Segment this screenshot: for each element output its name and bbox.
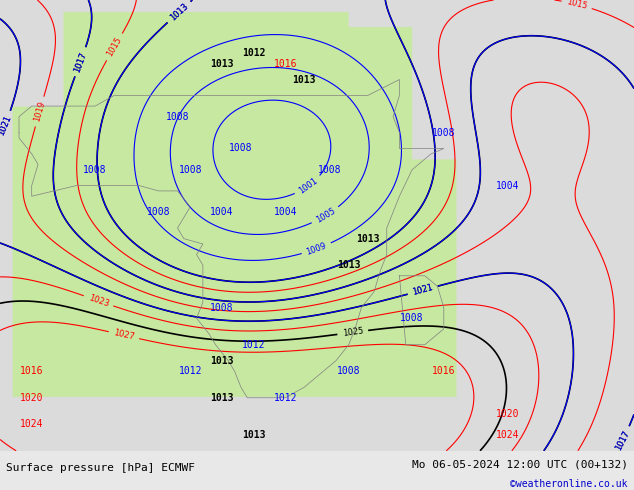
Text: 1012: 1012	[273, 393, 297, 403]
Text: 1013: 1013	[210, 393, 234, 403]
Text: 1024: 1024	[20, 419, 44, 429]
Text: 1021: 1021	[411, 283, 434, 297]
Text: 1017: 1017	[72, 50, 88, 74]
Text: 1016: 1016	[273, 59, 297, 69]
Text: 1021: 1021	[0, 114, 13, 137]
Text: 1016: 1016	[20, 366, 44, 376]
Text: 1008: 1008	[83, 165, 107, 175]
Text: 1012: 1012	[178, 366, 202, 376]
Text: 1024: 1024	[495, 430, 519, 440]
Text: 1008: 1008	[165, 112, 190, 122]
Text: 1009: 1009	[305, 241, 328, 257]
Text: 1015: 1015	[566, 0, 588, 11]
Text: 1021: 1021	[411, 283, 434, 297]
Text: ©weatheronline.co.uk: ©weatheronline.co.uk	[510, 479, 628, 489]
Text: 1021: 1021	[0, 114, 13, 137]
Text: 1008: 1008	[146, 207, 171, 217]
Text: 1013: 1013	[210, 59, 234, 69]
Text: 1008: 1008	[432, 127, 456, 138]
Text: 1013: 1013	[210, 356, 234, 366]
Text: 1017: 1017	[614, 429, 631, 452]
Text: 1013: 1013	[356, 234, 380, 244]
Text: 1017: 1017	[72, 50, 88, 74]
Text: 1013: 1013	[337, 260, 361, 270]
Text: 1016: 1016	[432, 366, 456, 376]
Text: 1004: 1004	[495, 181, 519, 191]
Text: 1020: 1020	[20, 393, 44, 403]
Text: 1025: 1025	[342, 326, 364, 338]
Text: 1013: 1013	[168, 1, 190, 23]
Text: 1008: 1008	[229, 144, 253, 153]
Text: 1020: 1020	[495, 409, 519, 418]
Text: Mo 06-05-2024 12:00 UTC (00+132): Mo 06-05-2024 12:00 UTC (00+132)	[411, 460, 628, 469]
Text: 1012: 1012	[242, 48, 266, 58]
Text: 1008: 1008	[318, 165, 342, 175]
Text: 1027: 1027	[113, 328, 135, 342]
Text: 1008: 1008	[337, 366, 361, 376]
Text: 1017: 1017	[614, 429, 631, 452]
Text: 1008: 1008	[178, 165, 202, 175]
Text: Surface pressure [hPa] ECMWF: Surface pressure [hPa] ECMWF	[6, 464, 195, 473]
Text: 1015: 1015	[105, 36, 124, 58]
Text: 1013: 1013	[168, 1, 190, 23]
Text: 1023: 1023	[87, 293, 110, 309]
Text: 1004: 1004	[210, 207, 234, 217]
Text: 1001: 1001	[297, 176, 320, 196]
Text: 1013: 1013	[292, 74, 316, 85]
Text: 1012: 1012	[242, 340, 266, 350]
Text: 1004: 1004	[273, 207, 297, 217]
Text: 1013: 1013	[242, 430, 266, 440]
Text: 1005: 1005	[314, 206, 337, 225]
Text: 1008: 1008	[210, 303, 234, 313]
Text: 1008: 1008	[400, 313, 424, 323]
Text: 1019: 1019	[32, 100, 47, 123]
